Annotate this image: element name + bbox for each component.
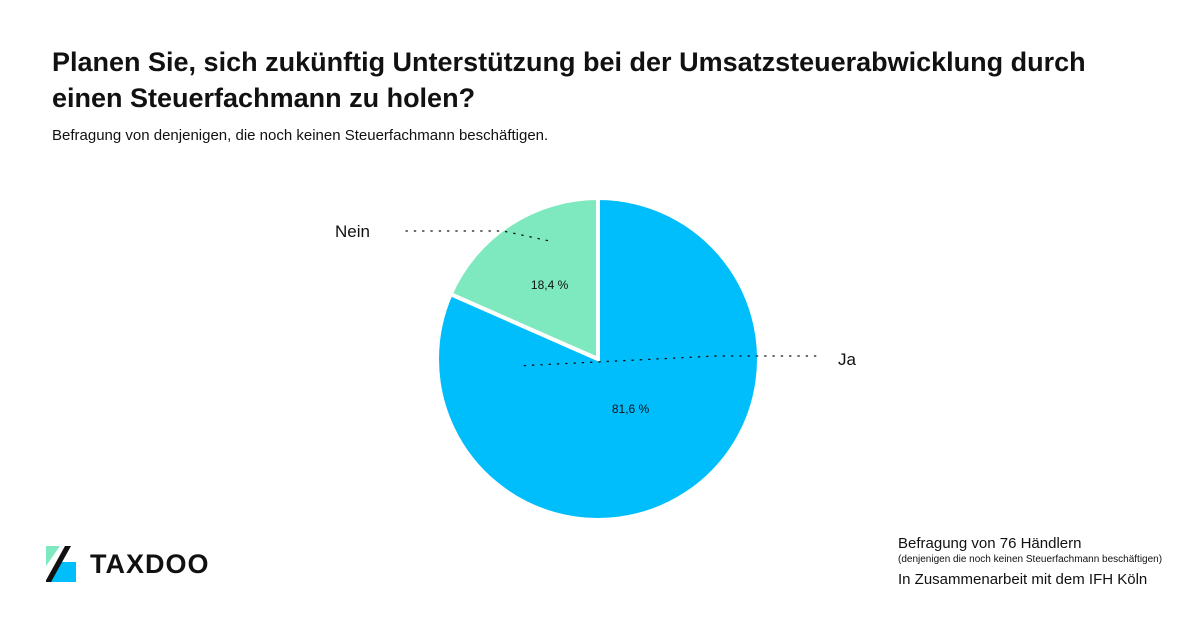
survey-note-line2: (denjenigen die noch keinen Steuerfachma…: [898, 554, 1163, 565]
survey-note-line3: In Zusammenarbeit mit dem IFH Köln: [898, 571, 1148, 588]
taxdoo-logo-icon: [46, 546, 76, 582]
chart-subtitle: Befragung von denjenigen, die noch keine…: [52, 127, 549, 144]
survey-note: Befragung von 76 Händlern (denjenigen di…: [898, 534, 1188, 589]
value-label-nein: 18,4 %: [531, 278, 569, 292]
value-label-ja: 81,6 %: [612, 402, 650, 416]
leader-line-ja: [523, 355, 817, 367]
category-label-ja: Ja: [838, 350, 857, 369]
survey-note-line1: Befragung von 76 Händlern: [898, 535, 1082, 552]
pie-slice-nein: [448, 195, 600, 363]
category-label-nein: Nein: [335, 222, 370, 241]
logo-wordmark: TAXDOO: [90, 548, 210, 579]
taxdoo-logo: TAXDOO: [46, 546, 210, 582]
chart-title: Planen Sie, sich zukünftig Unterstützung…: [52, 47, 1086, 113]
